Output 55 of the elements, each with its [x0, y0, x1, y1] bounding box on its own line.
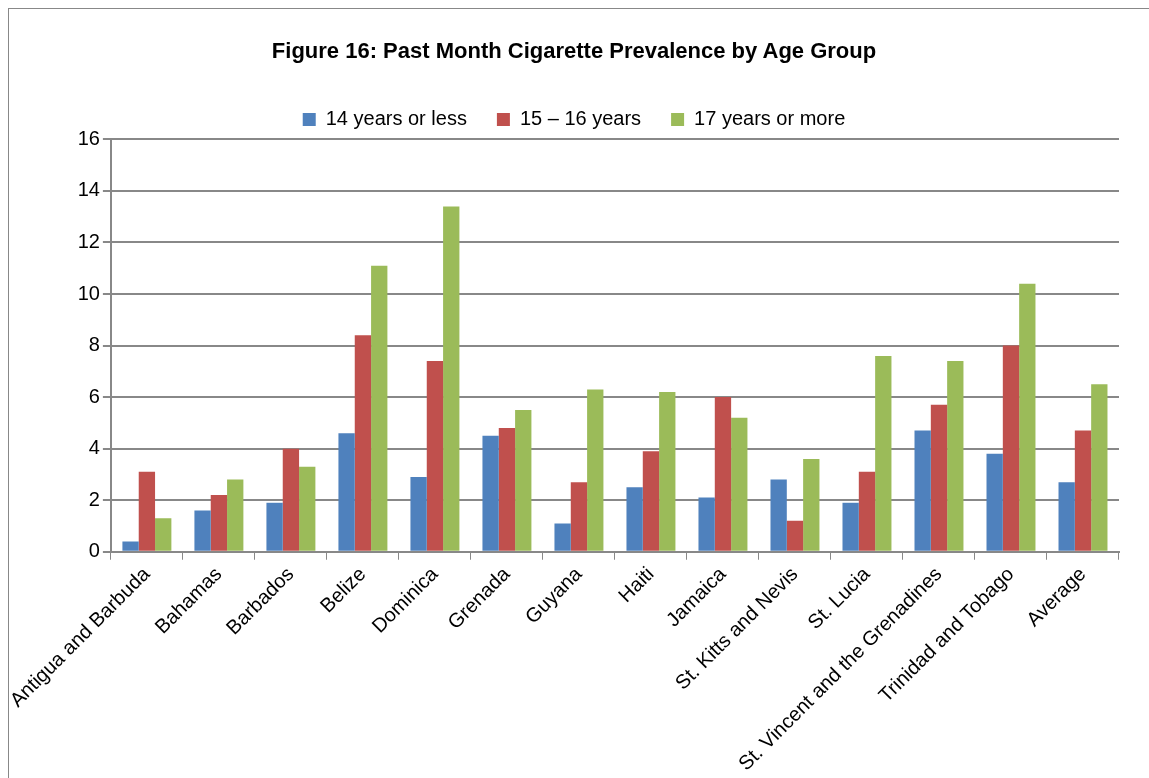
y-tick-label: 10 [77, 281, 100, 304]
y-tick-label: 2 [88, 487, 100, 510]
bar [770, 479, 787, 551]
bar [626, 487, 643, 551]
bar [194, 510, 211, 551]
bar [266, 502, 283, 551]
y-tick-label: 16 [77, 126, 100, 149]
y-tick-label: 4 [88, 436, 100, 459]
bar [1058, 482, 1075, 551]
bar [122, 541, 139, 551]
bar [426, 361, 444, 551]
bar [354, 335, 372, 551]
bar [371, 265, 388, 551]
bar [642, 451, 660, 551]
bar [410, 477, 427, 551]
bar [803, 458, 820, 551]
bar [498, 428, 516, 551]
bar [786, 520, 804, 551]
bar [875, 355, 892, 551]
bar [443, 206, 460, 551]
y-tick-label: 0 [88, 539, 100, 562]
bar [947, 361, 964, 551]
y-tick-label: 12 [77, 230, 100, 252]
bar [299, 466, 316, 551]
bar [986, 453, 1003, 551]
bar [155, 518, 172, 551]
bar [1091, 384, 1108, 551]
legend-label: 14 years or less [325, 106, 467, 129]
legend-label: 17 years or more [694, 106, 846, 129]
bar [1074, 430, 1092, 551]
y-tick-label: 8 [88, 333, 100, 356]
bar [698, 497, 715, 551]
bar [714, 397, 732, 551]
bar [570, 482, 588, 551]
y-tick-label: 14 [77, 178, 100, 201]
bar [515, 410, 532, 551]
bar [482, 435, 499, 551]
y-tick-label: 6 [88, 384, 100, 407]
bar [338, 433, 355, 551]
bar [930, 404, 948, 551]
bar [210, 495, 228, 551]
bar [282, 448, 300, 551]
chart-title: Figure 16: Past Month Cigarette Prevalence by Age Group [271, 38, 877, 64]
bar [842, 502, 859, 551]
bar [587, 389, 604, 551]
legend-label: 15 – 16 years [519, 106, 642, 129]
bar [227, 479, 244, 551]
bar [1002, 345, 1020, 551]
bar [914, 430, 931, 551]
bar [138, 471, 156, 551]
bar [731, 417, 748, 551]
bar [659, 391, 676, 551]
bar [554, 523, 571, 551]
bar [1019, 283, 1036, 551]
bar [858, 471, 876, 551]
